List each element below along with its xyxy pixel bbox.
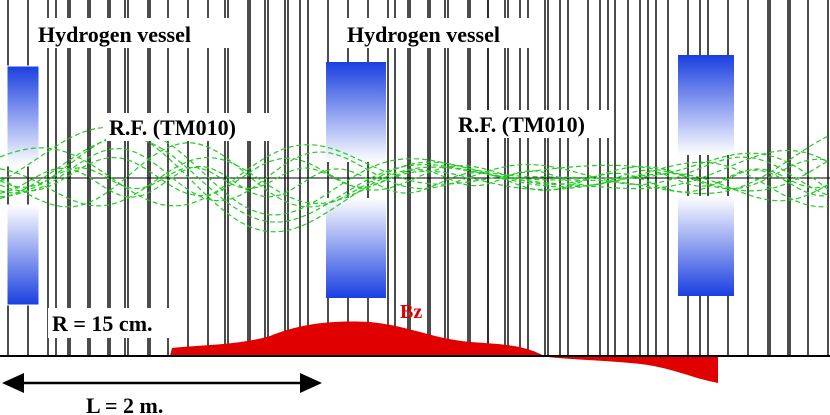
solenoid-coil-center (326, 62, 386, 298)
rf-mode-label-right: R.F. (TM010) (458, 112, 585, 137)
particle-track (0, 156, 829, 207)
rf-label-bg-left (106, 113, 278, 141)
solenoid-coil-right (678, 55, 734, 296)
radius-label-bg (48, 308, 176, 338)
particle-track (0, 147, 829, 202)
radius-label: R = 15 cm. (52, 311, 153, 336)
solenoid-coil-left (6, 65, 40, 306)
length-label: L = 2 m. (86, 393, 163, 415)
rf-mode-label-left: R.F. (TM010) (109, 115, 236, 140)
vessel-label-bg-left (30, 18, 230, 48)
hydrogen-vessel-label-left: Hydrogen vessel (38, 22, 191, 47)
particle-track (0, 144, 829, 207)
hydrogen-vessel-label-center: Hydrogen vessel (347, 22, 500, 47)
particle-track (0, 142, 829, 208)
bz-label: Bz (400, 301, 422, 323)
particle-track (0, 166, 829, 190)
bz-field-profile (170, 321, 545, 356)
length-arrow (2, 373, 322, 393)
vessel-label-bg-center (342, 18, 532, 48)
particle-track (0, 156, 829, 197)
bz-field-profile-negative (540, 356, 718, 383)
rf-label-bg-right (455, 110, 613, 138)
